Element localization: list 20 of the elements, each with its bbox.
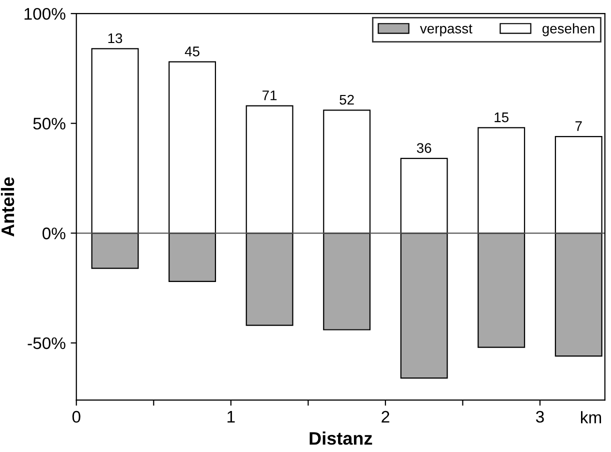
y-tick-label: 0% (42, 228, 66, 240)
x-tick-label: 2 (382, 410, 390, 423)
legend-label: verpasst (420, 24, 472, 36)
y-tick-label: -50% (28, 337, 66, 350)
text: km (581, 411, 602, 424)
legend-label: gesehen (542, 23, 594, 36)
y-tick-label: 100% (24, 8, 66, 20)
annotation: 71 (262, 90, 277, 100)
x-axis-title: Distanz (310, 432, 372, 445)
annotation: 7 (575, 121, 582, 131)
x-tick-label: 1 (228, 411, 235, 423)
y-tick-label: 50% (33, 118, 66, 130)
annotation: 36 (416, 143, 432, 153)
annotation: 52 (340, 94, 354, 105)
annotation: 15 (494, 112, 508, 122)
x-tick-label: 0 (72, 410, 80, 423)
annotation: 13 (108, 33, 122, 44)
y-axis-title: Anteile (0, 177, 14, 236)
x-tick-label: 3 (536, 410, 544, 423)
annotation: 45 (184, 46, 200, 56)
